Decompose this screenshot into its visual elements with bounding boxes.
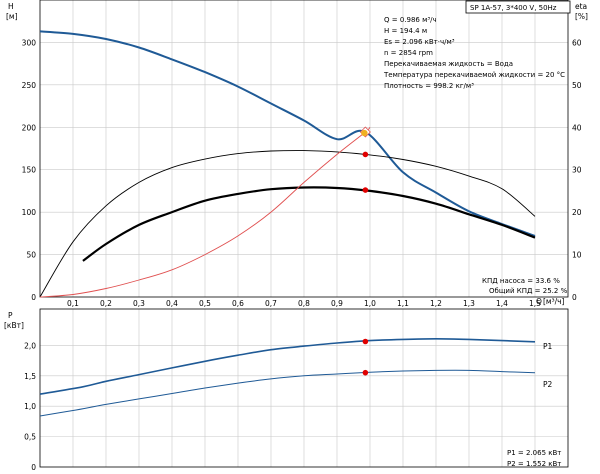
- x-tick-label: 1,4: [496, 299, 508, 308]
- head-tick-label: 250: [22, 81, 37, 90]
- top-panel-series: [39, 30, 536, 298]
- x-tick-label: 1,0: [364, 299, 376, 308]
- p2-point: [362, 369, 369, 376]
- head-tick-label: 300: [22, 38, 37, 47]
- info-temperature: Температура перекачиваемой жидкости = 20…: [383, 71, 565, 79]
- power-axis-unit: [кВт]: [4, 321, 24, 330]
- p2-legend: P2: [543, 380, 553, 389]
- operating-point: [361, 129, 368, 137]
- pump-efficiency-label: КПД насоса = 33.6 %: [482, 277, 560, 285]
- eta-tick-label: 50: [572, 81, 582, 90]
- x-tick-label: 1,5: [529, 299, 541, 308]
- head-curve: [39, 30, 536, 237]
- x-tick-label: 0,7: [265, 299, 277, 308]
- p2-curve: [39, 369, 536, 417]
- x-tick-label: 0,5: [199, 299, 211, 308]
- power-tick-label: 0: [31, 463, 36, 472]
- power-axis-label: P: [8, 311, 13, 320]
- x-tick-label: 0,4: [166, 299, 178, 308]
- info-speed: n = 2854 rpm: [384, 49, 433, 57]
- head-axis-unit: [м]: [6, 12, 18, 21]
- eta-tick-label: 20: [572, 208, 582, 217]
- operating-markers: [359, 126, 371, 376]
- pump-efficiency-curve: [39, 150, 536, 298]
- head-axis-label: H: [8, 2, 14, 11]
- head-tick-label: 200: [22, 123, 37, 132]
- x-tick-label: 0,8: [298, 299, 310, 308]
- power-tick-label: 2,0: [24, 341, 36, 350]
- eta-tick-label: 30: [572, 166, 582, 175]
- eta-tick-label: 40: [572, 123, 582, 132]
- efficiency-at-speed-curve: [39, 126, 371, 298]
- info-flow: Q = 0.986 м³/ч: [384, 16, 437, 24]
- bottom-panel-grid: [40, 309, 568, 467]
- p1-point: [362, 338, 369, 345]
- x-tick-label: 1,1: [397, 299, 409, 308]
- head-tick-label: 150: [22, 166, 37, 175]
- eta-tick-label: 60: [572, 38, 582, 47]
- x-tick-label: 0,6: [232, 299, 244, 308]
- eta-tick-label: 0: [572, 293, 577, 302]
- total-efficiency-curve: [82, 186, 536, 262]
- pump-eff-point: [362, 151, 369, 158]
- head-tick-label: 50: [26, 251, 36, 260]
- head-tick-label: 0: [31, 293, 36, 302]
- info-density: Плотность = 998.2 кг/м³: [384, 82, 474, 90]
- top-panel-frame: [39, 0, 569, 298]
- bottom-panel-series: [39, 337, 536, 417]
- x-tick-label: 0,2: [100, 299, 112, 308]
- x-tick-label: 0,1: [67, 299, 79, 308]
- p1-value-label: P1 = 2.065 кВт: [507, 449, 561, 457]
- eta-tick-label: 10: [572, 251, 582, 260]
- x-tick-label: 0,3: [133, 299, 145, 308]
- total-eff-point: [362, 187, 369, 193]
- duty-info: Q = 0.986 м³/ч H = 194.4 м Es = 2.096 кВ…: [383, 16, 565, 90]
- flow-axis-label: Q: [536, 297, 542, 306]
- top-panel-grid: [40, 0, 568, 297]
- p1-curve: [39, 337, 536, 395]
- model-box: [465, 0, 571, 14]
- model-title: SP 1A-57, 3*400 V, 50Hz: [470, 4, 557, 12]
- x-tick-label: 0,9: [331, 299, 343, 308]
- x-tick-label: 1,2: [430, 299, 442, 308]
- x-tick-label: 1,3: [463, 299, 475, 308]
- info-head: H = 194.4 м: [384, 27, 427, 35]
- flow-axis-unit: [м³/ч]: [543, 297, 565, 306]
- head-tick-label: 100: [22, 208, 37, 217]
- p1-legend: P1: [543, 342, 553, 351]
- power-tick-label: 1,0: [24, 402, 36, 411]
- bottom-panel-ticks: 0 0,5 1,0 1,5 2,0: [24, 341, 36, 472]
- total-efficiency-label: Общий КПД = 25.2 %: [489, 287, 568, 295]
- power-tick-label: 0,5: [24, 433, 36, 442]
- info-energy: Es = 2.096 кВт·ч/м³: [384, 38, 455, 46]
- eta-axis-unit: [%]: [575, 12, 588, 21]
- bottom-panel-frame: [39, 308, 569, 468]
- power-tick-label: 1,5: [24, 372, 36, 381]
- p2-value-label: P2 = 1.552 кВт: [507, 460, 561, 468]
- info-liquid: Перекачиваемая жидкость = Вода: [384, 60, 513, 68]
- eta-axis-label: eta: [575, 2, 587, 11]
- top-panel-ticks: 0,1 0,2 0,3 0,4 0,5 0,6 0,7 0,8 0,9 1,0 1,1 1,2 1,3 1…: [22, 38, 582, 308]
